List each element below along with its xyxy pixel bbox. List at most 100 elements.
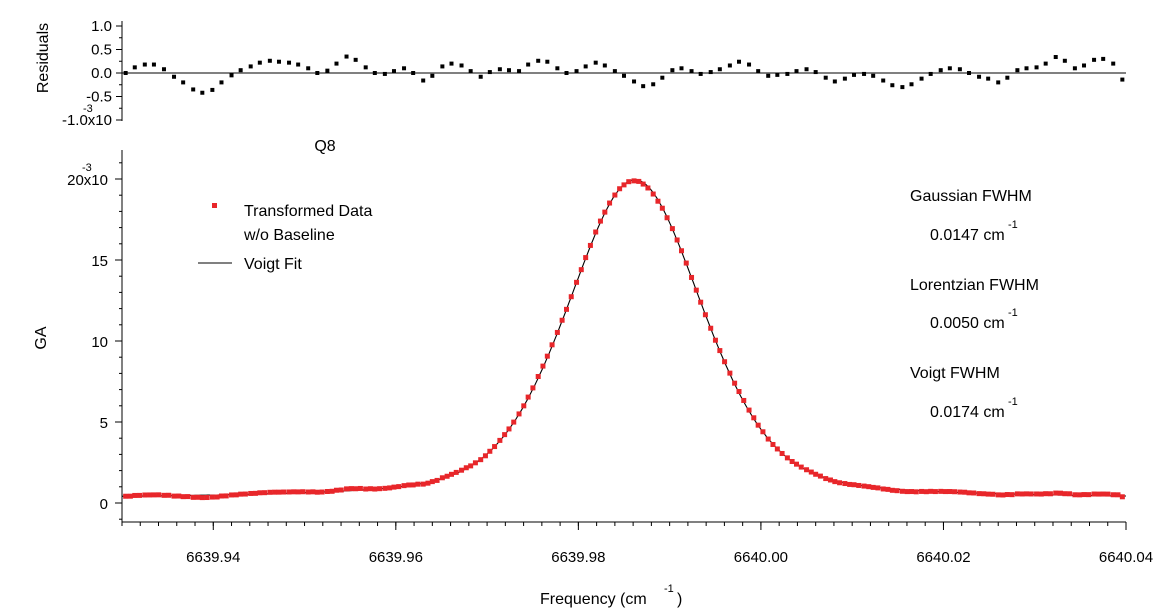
data-point xyxy=(746,407,752,413)
data-point xyxy=(640,181,646,187)
main-y-tick-label: 20x10 xyxy=(67,172,108,189)
data-point xyxy=(938,488,944,494)
data-point xyxy=(1053,490,1059,496)
data-point xyxy=(401,483,407,489)
residual-point xyxy=(909,82,914,87)
main-x-tick-label: 6639.96 xyxy=(369,549,423,566)
main-x-tick-label: 6640.02 xyxy=(916,549,970,566)
main-x-tick-label: 6639.98 xyxy=(551,549,605,566)
residual-point xyxy=(766,73,771,78)
residual-point xyxy=(842,76,847,81)
residual-point xyxy=(967,71,972,75)
residual-point xyxy=(756,69,761,74)
data-point xyxy=(127,493,133,499)
data-point xyxy=(223,493,229,499)
data-point xyxy=(919,488,925,494)
data-point xyxy=(1067,491,1073,497)
data-point xyxy=(1105,491,1111,497)
data-point xyxy=(880,486,886,492)
data-point xyxy=(889,487,895,493)
data-point xyxy=(966,490,972,496)
data-point xyxy=(574,279,580,285)
x-axis-title-end: ) xyxy=(677,591,682,608)
data-point xyxy=(1047,491,1053,497)
data-point xyxy=(468,463,474,469)
residual-point xyxy=(679,66,684,71)
data-point xyxy=(511,419,517,425)
residual-point xyxy=(487,70,492,75)
main-y-tick-label: 15 xyxy=(91,253,108,270)
data-point xyxy=(415,481,421,487)
data-point xyxy=(597,218,603,224)
data-point xyxy=(1086,492,1092,498)
residual-point xyxy=(372,71,377,75)
transformed-data-points xyxy=(123,178,1125,501)
legend: Transformed Data w/o Baseline Voigt Fit xyxy=(198,203,372,273)
data-point xyxy=(554,329,560,335)
data-point xyxy=(338,487,344,493)
residual-point xyxy=(200,90,205,95)
data-point xyxy=(717,348,723,354)
residual-point xyxy=(459,63,464,68)
residual-point xyxy=(641,84,646,89)
data-point xyxy=(655,198,661,204)
residuals-y-tick-label: -0.5 xyxy=(86,89,112,106)
residual-point xyxy=(440,64,445,69)
data-point xyxy=(1028,491,1034,497)
residual-point xyxy=(172,74,177,79)
data-point xyxy=(851,482,857,488)
legend-label-data: Transformed Data xyxy=(244,203,372,220)
data-point xyxy=(257,490,263,496)
residuals-y-tick-label: -1.0x10 xyxy=(62,112,112,129)
residual-point xyxy=(449,61,454,66)
gaussian-fwhm-unit-sup: -1 xyxy=(1008,219,1018,231)
data-point xyxy=(353,486,359,492)
data-point xyxy=(774,446,780,452)
data-point xyxy=(636,178,642,184)
data-point xyxy=(281,489,287,495)
data-point xyxy=(348,486,354,492)
data-point xyxy=(679,248,685,254)
data-point xyxy=(827,477,833,483)
residual-point xyxy=(248,64,253,69)
data-point xyxy=(391,484,397,490)
residual-point xyxy=(238,68,243,73)
lorentzian-fwhm-label: Lorentzian FWHM xyxy=(910,277,1039,294)
data-point xyxy=(151,492,157,498)
residual-point xyxy=(900,85,905,90)
residual-point xyxy=(517,69,522,74)
residual-point xyxy=(564,71,569,75)
data-point xyxy=(137,492,143,498)
data-point xyxy=(286,489,292,495)
data-point xyxy=(1081,492,1087,498)
residual-point xyxy=(391,69,396,74)
data-point xyxy=(367,486,373,492)
data-point xyxy=(612,192,618,198)
voigt-fwhm-label: Voigt FWHM xyxy=(910,365,1000,382)
data-point xyxy=(406,482,412,488)
data-point xyxy=(214,494,220,500)
residual-point xyxy=(344,54,349,59)
data-point xyxy=(1072,492,1078,498)
data-point xyxy=(631,178,637,184)
residual-point xyxy=(747,62,752,67)
data-point xyxy=(1019,491,1025,497)
residual-point xyxy=(622,73,626,78)
residual-point xyxy=(957,67,962,72)
x-axis-title-main: Frequency (cm xyxy=(540,591,647,608)
residual-point xyxy=(794,69,799,74)
residual-point xyxy=(1082,63,1087,68)
data-point xyxy=(521,403,527,409)
data-point xyxy=(478,457,484,463)
data-point xyxy=(142,492,148,498)
data-point xyxy=(1038,491,1044,497)
residual-point xyxy=(632,79,637,84)
residual-point xyxy=(890,83,895,88)
data-point xyxy=(459,467,465,473)
data-point xyxy=(645,185,651,191)
data-point xyxy=(578,267,584,273)
data-point xyxy=(540,363,546,369)
data-point xyxy=(971,490,977,496)
data-point xyxy=(267,489,273,495)
data-point xyxy=(563,306,569,312)
